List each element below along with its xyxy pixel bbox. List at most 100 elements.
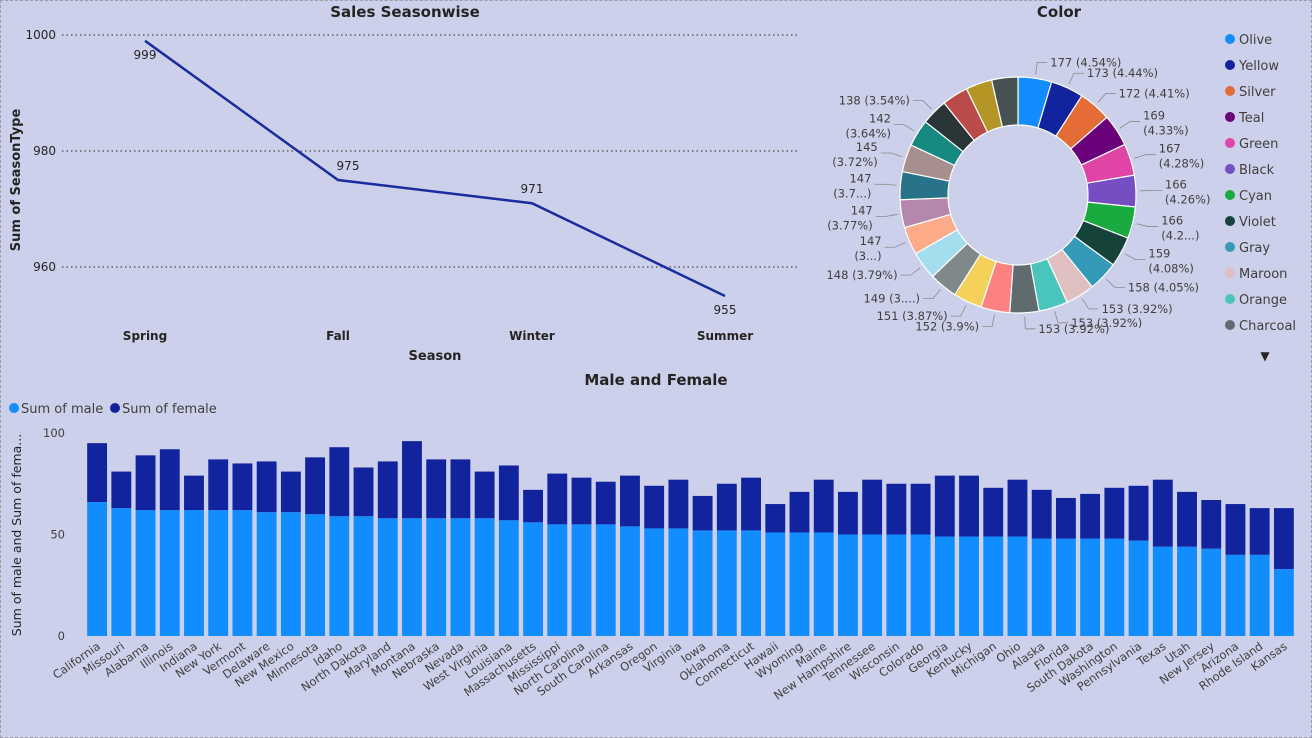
bar-male[interactable] <box>111 508 132 636</box>
bar-male[interactable] <box>450 518 471 636</box>
bar-female[interactable] <box>111 471 132 509</box>
legend-item[interactable]: Gray <box>1239 241 1270 256</box>
bar-female[interactable] <box>934 475 955 537</box>
bar-female[interactable] <box>1177 491 1197 547</box>
bar-female[interactable] <box>668 479 689 529</box>
bar-male[interactable] <box>765 532 786 636</box>
bar-female[interactable] <box>983 487 1004 537</box>
bar-female[interactable] <box>87 443 108 503</box>
bar-male[interactable] <box>934 536 955 636</box>
bar-female[interactable] <box>765 504 786 533</box>
bar-male[interactable] <box>1249 554 1270 636</box>
bar-female[interactable] <box>716 483 737 531</box>
legend-item[interactable]: Olive <box>1239 33 1272 48</box>
legend-item[interactable]: Orange <box>1239 293 1287 308</box>
bar-male[interactable] <box>1201 548 1222 636</box>
bar-male[interactable] <box>426 518 447 636</box>
bar-female[interactable] <box>813 479 834 533</box>
bar-male[interactable] <box>1080 538 1101 636</box>
bar-legend-item[interactable]: Sum of female <box>122 402 217 417</box>
bar-female[interactable] <box>1007 479 1028 537</box>
legend-item[interactable]: Cyan <box>1239 189 1272 204</box>
color-donut-slices[interactable] <box>899 76 1137 314</box>
gender-stacked-bar-chart[interactable]: Male and Female Sum of male Sum of female… <box>0 365 1310 737</box>
bar-male[interactable] <box>87 502 108 636</box>
bar-male[interactable] <box>280 512 301 636</box>
bar-female[interactable] <box>256 461 277 513</box>
bar-female[interactable] <box>450 459 471 519</box>
bar-male[interactable] <box>595 524 616 636</box>
bar-female[interactable] <box>377 461 398 519</box>
bar-male[interactable] <box>959 536 979 636</box>
legend-item[interactable]: Green <box>1239 137 1278 152</box>
bar-male[interactable] <box>1273 569 1294 636</box>
bar-male[interactable] <box>741 530 761 636</box>
bar-male[interactable] <box>305 514 326 636</box>
legend-item[interactable]: Charcoal <box>1239 319 1296 334</box>
bar-male[interactable] <box>862 534 883 637</box>
bar-female[interactable] <box>353 467 374 517</box>
bar-male[interactable] <box>668 528 689 636</box>
bar-male[interactable] <box>256 512 277 636</box>
bar-female[interactable] <box>692 495 713 531</box>
bar-male[interactable] <box>644 528 665 636</box>
bar-female[interactable] <box>910 483 931 535</box>
bar-male[interactable] <box>474 518 495 636</box>
bar-male[interactable] <box>1225 554 1246 636</box>
gender-legend[interactable]: Sum of male Sum of female <box>9 402 217 417</box>
gender-bars[interactable] <box>87 441 1294 636</box>
bar-male[interactable] <box>571 524 592 636</box>
bar-male[interactable] <box>377 518 398 636</box>
bar-male[interactable] <box>402 518 422 636</box>
bar-female[interactable] <box>741 477 761 531</box>
season-line-chart[interactable]: Sales Seasonwise 1000 980 960 Sum of Seaso… <box>0 0 820 370</box>
bar-female[interactable] <box>1080 493 1101 539</box>
bar-male[interactable] <box>1031 538 1052 636</box>
bar-male[interactable] <box>1104 538 1125 636</box>
bar-male[interactable] <box>1128 540 1149 636</box>
bar-legend-item[interactable]: Sum of male <box>21 402 103 417</box>
bar-female[interactable] <box>208 459 229 511</box>
color-donut-chart[interactable]: Color 177 (4.54%)173 (4.44%)172 (4.41%)1… <box>820 0 1310 370</box>
bar-male[interactable] <box>523 522 544 636</box>
bar-female[interactable] <box>1249 508 1270 555</box>
bar-female[interactable] <box>280 471 301 513</box>
bar-female[interactable] <box>474 471 495 519</box>
bar-male[interactable] <box>135 510 156 636</box>
bar-female[interactable] <box>1152 479 1173 547</box>
bar-female[interactable] <box>789 491 810 533</box>
legend-item[interactable]: Maroon <box>1239 267 1287 282</box>
bar-female[interactable] <box>644 485 665 529</box>
bar-male[interactable] <box>353 516 374 636</box>
bar-male[interactable] <box>232 510 253 636</box>
bar-female[interactable] <box>523 489 544 523</box>
bar-male[interactable] <box>184 510 204 636</box>
bar-male[interactable] <box>716 530 737 636</box>
legend-item[interactable]: Teal <box>1238 111 1264 126</box>
bar-male[interactable] <box>1177 546 1197 636</box>
bar-male[interactable] <box>329 516 350 636</box>
bar-female[interactable] <box>1128 485 1149 541</box>
bar-female[interactable] <box>620 475 640 527</box>
bar-female[interactable] <box>862 479 883 535</box>
legend-item[interactable]: Silver <box>1239 85 1276 100</box>
donut-slice[interactable] <box>990 76 1019 128</box>
bar-female[interactable] <box>1273 508 1294 570</box>
bar-female[interactable] <box>1225 504 1246 555</box>
bar-female[interactable] <box>1031 489 1052 539</box>
bar-female[interactable] <box>184 475 204 511</box>
color-legend[interactable]: Olive Yellow Silver Teal Green Black Cyan Viole… <box>1225 33 1296 334</box>
bar-male[interactable] <box>910 534 931 637</box>
bar-male[interactable] <box>886 534 907 637</box>
bar-male[interactable] <box>159 510 180 636</box>
bar-male[interactable] <box>813 532 834 636</box>
bar-male[interactable] <box>1152 546 1173 636</box>
bar-female[interactable] <box>426 459 447 519</box>
legend-item[interactable]: Yellow <box>1238 59 1279 74</box>
bar-male[interactable] <box>837 534 858 637</box>
bar-female[interactable] <box>1055 497 1076 539</box>
bar-female[interactable] <box>1201 499 1222 549</box>
bar-female[interactable] <box>232 463 253 511</box>
bar-female[interactable] <box>135 455 156 511</box>
bar-male[interactable] <box>498 520 519 636</box>
